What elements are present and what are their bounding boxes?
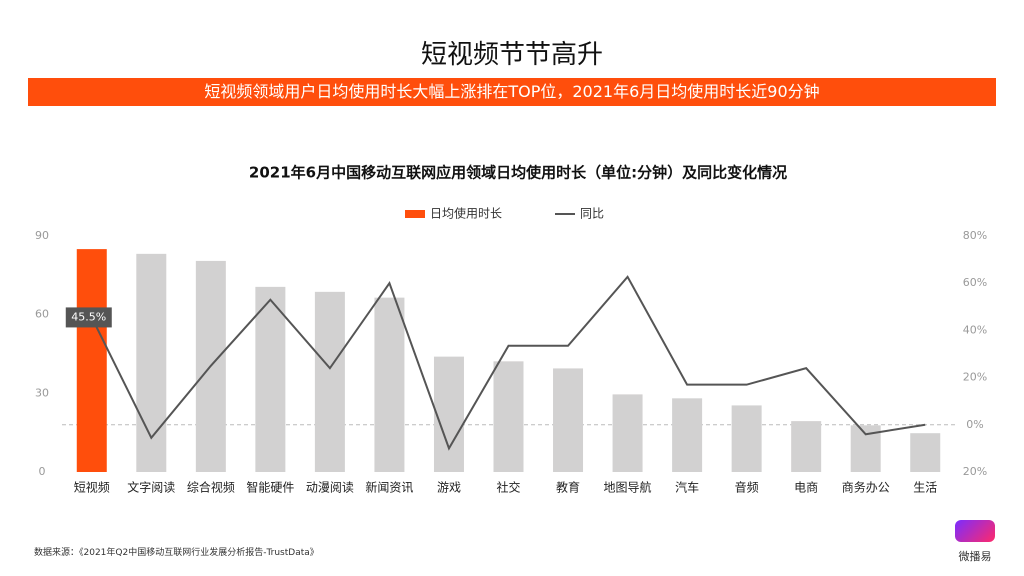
- bar: [255, 286, 286, 472]
- x-tick-label: 汽车: [675, 480, 699, 495]
- slide-title: 短视频节节高升: [420, 40, 603, 70]
- y2-tick-label: 80%: [963, 229, 987, 242]
- x-tick-label: 地图导航: [604, 480, 652, 495]
- x-tick-label: 游戏: [437, 481, 461, 495]
- x-tick-label: 商务办公: [842, 480, 890, 495]
- x-tick-label: 教育: [556, 480, 580, 495]
- y-tick-label: 30: [35, 386, 49, 399]
- y2-tick-label: 20%: [963, 371, 987, 384]
- x-tick-label: 智能硬件: [246, 480, 294, 495]
- bar: [433, 356, 464, 472]
- bar: [612, 394, 643, 472]
- bar: [731, 405, 762, 472]
- y-tick-label: 90: [35, 229, 49, 242]
- source: 数据来源：《2021年Q2中国移动互联网行业发展分析报告-TrustData》: [34, 548, 319, 558]
- bar: [493, 361, 524, 472]
- x-tick-label: 音频: [735, 480, 759, 495]
- y-tick-label: 60: [35, 308, 49, 321]
- x-tick-label: 动漫阅读: [306, 481, 354, 495]
- annotation-box: [65, 307, 112, 328]
- legend-label: 同比: [580, 207, 604, 221]
- bar: [791, 421, 822, 472]
- x-tick-label: 社交: [496, 480, 520, 495]
- bar: [910, 433, 941, 472]
- x-tick-label: 电商: [794, 480, 818, 495]
- x-tick-label: 生活: [913, 481, 937, 495]
- y2-tick-label: 60%: [963, 276, 987, 289]
- bar: [672, 398, 703, 472]
- x-tick-label: 短视频: [74, 480, 110, 495]
- bar: [76, 249, 107, 472]
- y2-tick-label: 40%: [963, 323, 987, 336]
- y2-tick-label: 0%: [966, 418, 983, 431]
- logo-icon: [955, 520, 995, 542]
- line: [90, 275, 926, 451]
- banner: 短视频领域用户日均使用时长大幅上涨排在TOP位，2021年6月日均使用时长近90…: [28, 78, 996, 106]
- legend-label: 日均使用时长: [430, 206, 502, 221]
- x-tick-label: 文字阅读: [127, 480, 175, 495]
- legend-key: [405, 210, 425, 218]
- bar: [553, 368, 584, 472]
- x-tick-label: 新闻资讯: [365, 480, 413, 495]
- x-tick-label: 综合视频: [187, 480, 235, 495]
- annotation: 45.5%: [71, 310, 106, 323]
- y2-tick-label: 20%: [963, 465, 987, 478]
- bar: [314, 291, 345, 472]
- logo-text: 微播易: [958, 550, 992, 563]
- y-tick-label: 0: [39, 465, 46, 478]
- bar: [374, 297, 405, 472]
- chart-title: 2021年6月中国移动互联网应用领域日均使用时长（单位:分钟）及同比变化情况: [249, 164, 787, 182]
